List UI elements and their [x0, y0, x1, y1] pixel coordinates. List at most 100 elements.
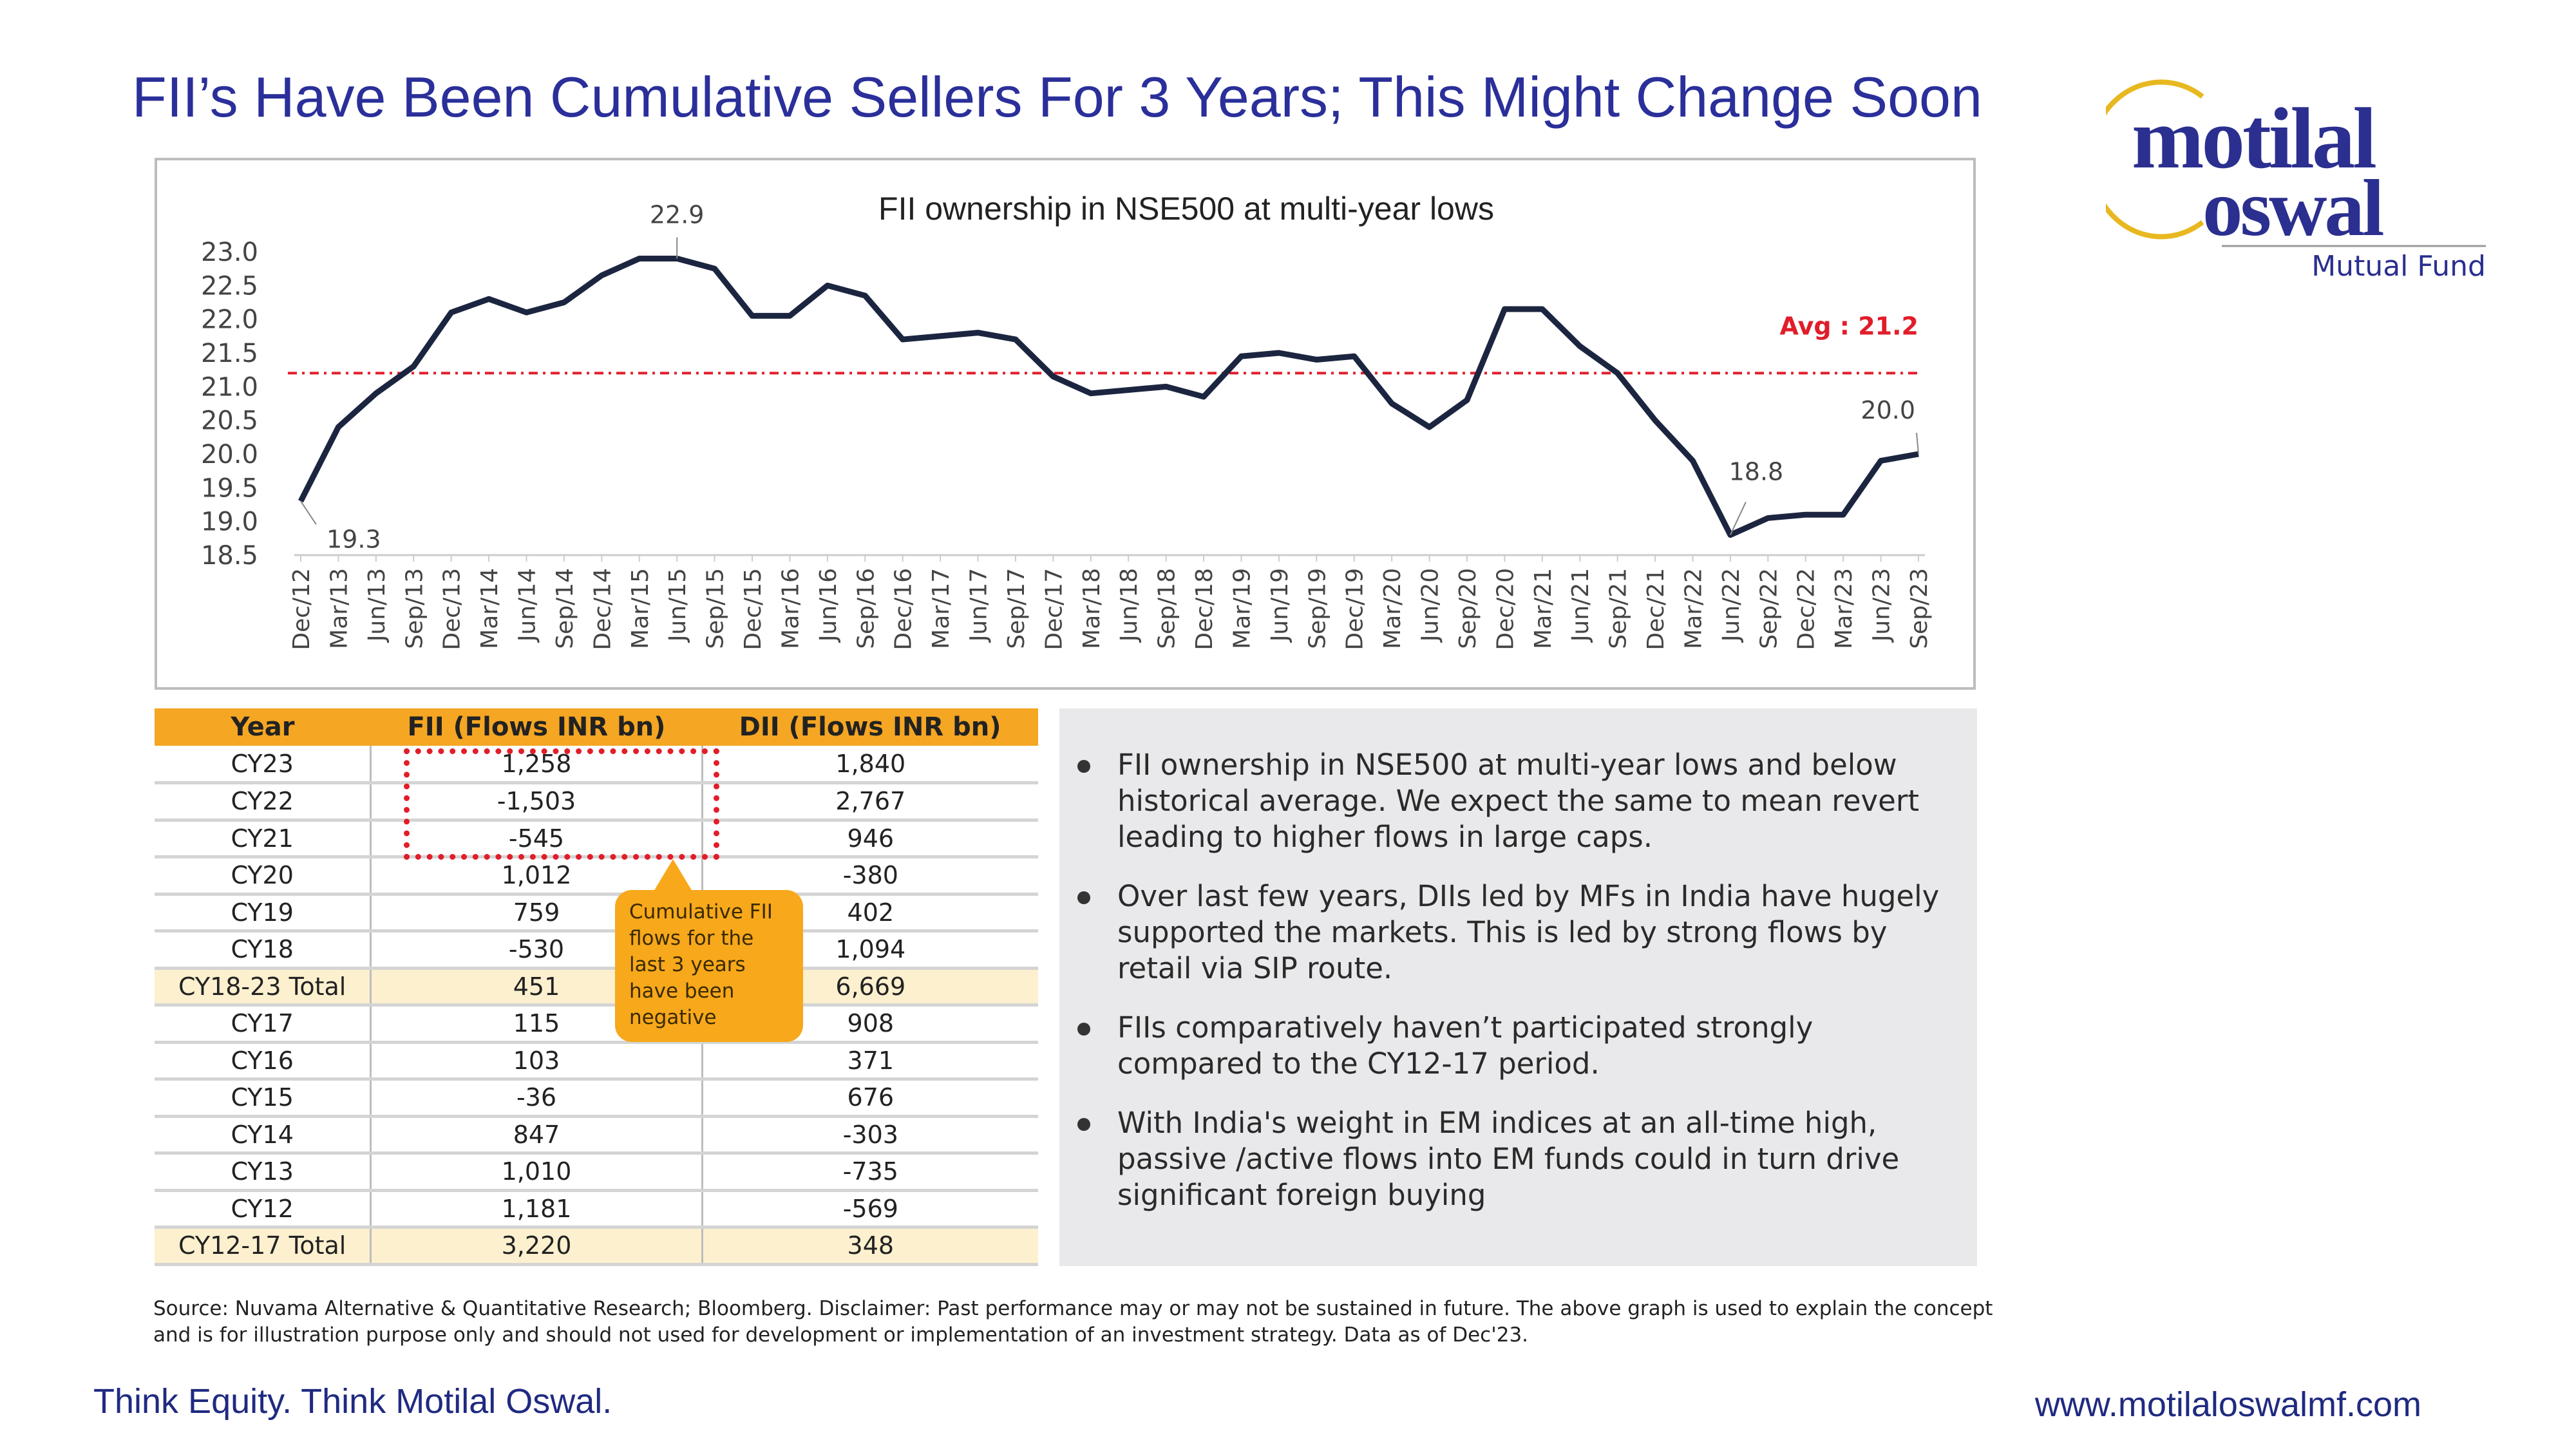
table-row: CY12 1,181 -569	[155, 1190, 1038, 1229]
x-tick-label: Sep/13	[401, 568, 428, 649]
bullet-icon	[1077, 760, 1090, 773]
bullet-item: FII ownership in NSE500 at multi-year lo…	[1077, 747, 1951, 855]
series-line	[298, 255, 1919, 538]
x-tick-label: Dec/22	[1794, 568, 1820, 650]
annotation-label: 22.9	[650, 200, 705, 229]
table-row: CY15 -36 676	[155, 1079, 1038, 1118]
table-cell: CY15	[155, 1079, 372, 1118]
y-tick-label: 21.5	[201, 339, 258, 368]
table-cell: CY18	[155, 931, 372, 970]
bullet-text: FII ownership in NSE500 at multi-year lo…	[1117, 748, 1919, 854]
column-header: FII (Flows INR bn)	[370, 708, 703, 746]
table-cell: -735	[702, 1153, 1038, 1192]
bullet-icon	[1077, 891, 1090, 904]
callout-note: Cumulative FII flows for the last 3 year…	[615, 859, 803, 1042]
bullet-text: Over last few years, DIIs led by MFs in …	[1117, 879, 1940, 985]
motilal-oswal-logo: motilal oswal Mutual Fund	[2106, 79, 2486, 283]
table-cell: -303	[702, 1116, 1038, 1155]
y-tick-label: 20.0	[201, 440, 258, 469]
y-tick-label: 19.5	[201, 473, 258, 503]
table-cell: 1,010	[370, 1153, 703, 1192]
annotation-label: 20.0	[1861, 396, 1915, 424]
x-tick-label: Sep/18	[1154, 568, 1180, 649]
x-tick-label: Mar/15	[627, 568, 654, 649]
table-cell: 348	[702, 1227, 1038, 1266]
bullet-text: With India's weight in EM indices at an …	[1117, 1106, 1900, 1212]
x-tick-label: Mar/16	[777, 568, 804, 649]
x-tick-label: Sep/15	[703, 568, 729, 649]
x-tick-label: Sep/21	[1605, 568, 1632, 649]
table-cell: 1,012	[370, 857, 703, 896]
table-row: CY17 115 908	[155, 1005, 1038, 1044]
x-tick-label: Jun/19	[1267, 568, 1293, 643]
table-cell: CY18-23 Total	[155, 968, 372, 1007]
page-title: FII’s Have Been Cumulative Sellers For 3…	[132, 65, 1982, 129]
footer-tagline: Think Equity. Think Motilal Oswal.	[93, 1382, 612, 1421]
x-tick-label: Dec/17	[1041, 568, 1067, 650]
table-cell: -380	[702, 857, 1038, 896]
x-tick-label: Dec/21	[1643, 568, 1669, 650]
annotation-leader	[1730, 502, 1747, 536]
table-row: CY12-17 Total 3,220 348	[155, 1227, 1038, 1266]
x-tick-label: Mar/23	[1831, 568, 1857, 649]
y-tick-label: 18.5	[201, 541, 258, 571]
x-tick-label: Mar/20	[1379, 568, 1406, 649]
table-cell: CY13	[155, 1153, 372, 1192]
annotation-label: 18.8	[1729, 458, 1784, 486]
table-row: CY20 1,012 -380	[155, 857, 1038, 896]
y-tick-label: 20.5	[201, 406, 258, 436]
table-row: CY18 -530 1,094	[155, 931, 1038, 970]
table-cell: 1,181	[370, 1190, 703, 1229]
x-tick-label: Sep/22	[1756, 568, 1782, 649]
x-tick-label: Dec/18	[1191, 568, 1218, 650]
y-tick-label: 21.0	[201, 372, 258, 402]
bullet-icon	[1077, 1118, 1090, 1131]
logo-text-motilal: motilal	[2132, 91, 2376, 187]
x-tick-label: Mar/18	[1079, 568, 1105, 649]
x-tick-label: Jun/20	[1417, 568, 1444, 643]
table-cell: 946	[702, 820, 1038, 858]
commentary-panel: FII ownership in NSE500 at multi-year lo…	[1059, 708, 1977, 1266]
table-cell: CY19	[155, 894, 372, 933]
y-tick-label: 23.0	[201, 238, 258, 267]
table-cell: -569	[702, 1190, 1038, 1229]
table-cell: CY12-17 Total	[155, 1227, 372, 1266]
x-tick-label: Dec/19	[1342, 568, 1368, 650]
table-header-row: Year FII (Flows INR bn) DII (Flows INR bn)	[155, 708, 1038, 746]
x-tick-label: Sep/17	[1003, 568, 1030, 649]
annotation-leader	[300, 500, 317, 525]
table-cell: 1,840	[702, 746, 1038, 784]
x-tick-label: Dec/14	[589, 568, 616, 650]
x-tick-label: Sep/20	[1455, 568, 1481, 649]
x-tick-label: Dec/15	[740, 568, 766, 650]
x-tick-label: Jun/14	[515, 568, 541, 643]
bullet-item: Over last few years, DIIs led by MFs in …	[1077, 878, 1951, 987]
table-row: CY16 103 371	[155, 1042, 1038, 1081]
table-cell: CY22	[155, 782, 372, 822]
x-tick-label: Mar/13	[326, 568, 352, 649]
table-cell: CY17	[155, 1005, 372, 1044]
table-cell: 103	[370, 1042, 703, 1081]
table-cell: CY14	[155, 1116, 372, 1155]
y-tick-label: 19.0	[201, 507, 258, 537]
table-row: CY22 -1,503 2,767	[155, 782, 1038, 822]
table-row: CY13 1,010 -735	[155, 1153, 1038, 1192]
x-tick-label: Jun/23	[1869, 568, 1895, 643]
x-tick-label: Sep/14	[552, 568, 578, 649]
x-tick-label: Mar/14	[477, 568, 503, 649]
logo-text-mutual-fund: Mutual Fund	[2311, 250, 2486, 283]
table-cell: 2,767	[702, 782, 1038, 822]
x-tick-label: Jun/15	[665, 568, 691, 643]
bullet-icon	[1077, 1023, 1090, 1036]
bullet-text: FIIs comparatively haven’t participated …	[1117, 1010, 1814, 1081]
footer-url[interactable]: www.motilaloswalmf.com	[2034, 1385, 2421, 1424]
x-tick-label: Mar/22	[1680, 568, 1707, 649]
table-cell: CY20	[155, 857, 372, 896]
table-cell: -1,503	[370, 782, 703, 822]
table-cell: CY21	[155, 820, 372, 858]
column-header: Year	[155, 708, 371, 746]
average-label: Avg : 21.2	[1780, 312, 1918, 340]
x-tick-label: Jun/21	[1567, 568, 1594, 643]
x-tick-label: Jun/16	[815, 568, 842, 643]
column-header: DII (Flows INR bn)	[702, 708, 1038, 746]
